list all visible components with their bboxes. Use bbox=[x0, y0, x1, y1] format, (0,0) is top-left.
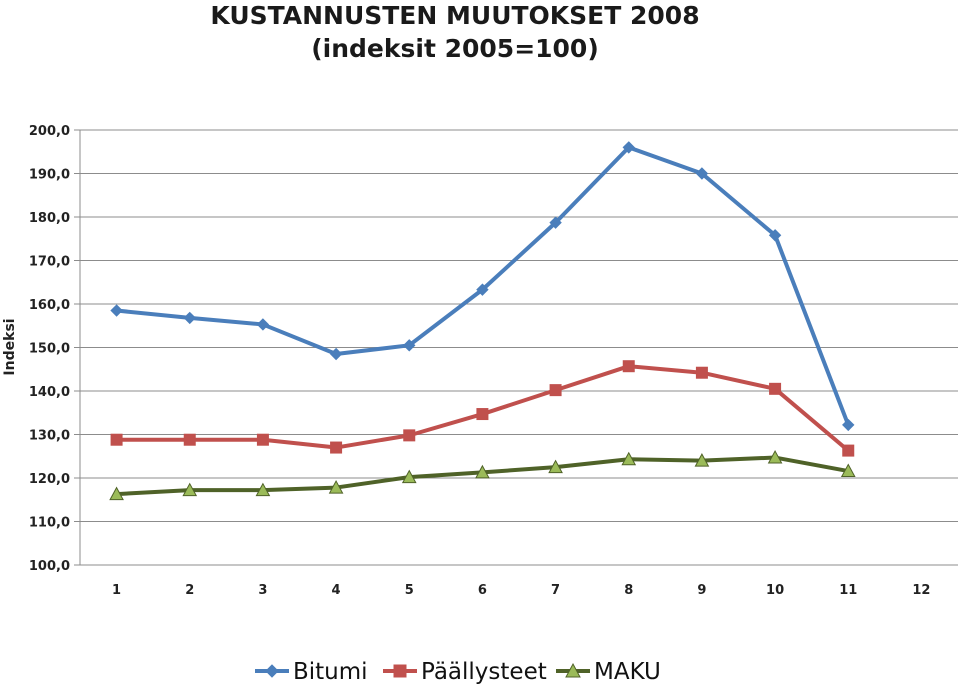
data-point bbox=[768, 229, 782, 242]
data-point bbox=[842, 418, 855, 432]
data-point bbox=[109, 486, 124, 501]
y-tick-label: 190,0 bbox=[29, 168, 70, 183]
data-point bbox=[622, 141, 635, 154]
data-point bbox=[476, 283, 489, 296]
y-axis-label: Indeksi bbox=[2, 318, 18, 375]
legend: Bitumi Päällysteet MAKU bbox=[255, 659, 661, 685]
data-point bbox=[842, 444, 855, 457]
data-point bbox=[695, 366, 708, 379]
data-point bbox=[694, 453, 710, 467]
data-point bbox=[255, 482, 271, 497]
series-1 bbox=[110, 360, 855, 457]
chart-subtitle: (indeksit 2005=100) bbox=[311, 34, 599, 63]
x-tick-label: 8 bbox=[624, 583, 633, 598]
data-point bbox=[476, 408, 489, 421]
data-point bbox=[403, 429, 416, 442]
data-point bbox=[769, 382, 782, 395]
data-point bbox=[328, 480, 344, 494]
y-tick-label: 120,0 bbox=[29, 472, 70, 487]
data-point bbox=[401, 469, 417, 484]
series-2 bbox=[109, 450, 856, 501]
y-tick-label: 140,0 bbox=[29, 385, 70, 400]
x-tick-label: 7 bbox=[551, 583, 560, 598]
y-tick-label: 110,0 bbox=[29, 516, 70, 531]
series-0 bbox=[110, 141, 855, 432]
data-point bbox=[110, 304, 123, 317]
data-point bbox=[182, 482, 198, 497]
x-tick-label: 2 bbox=[185, 583, 194, 598]
legend-label: Bitumi bbox=[293, 659, 368, 685]
data-point bbox=[183, 311, 196, 325]
data-point bbox=[621, 451, 637, 466]
x-tick-label: 10 bbox=[766, 583, 784, 598]
data-point bbox=[329, 347, 343, 361]
data-point bbox=[840, 463, 856, 478]
data-point bbox=[475, 464, 490, 479]
x-tick-labels: 1 2 3 4 5 6 7 8 9 10 11 12 bbox=[112, 583, 930, 598]
legend-marker bbox=[393, 664, 407, 678]
x-tick-label: 9 bbox=[697, 583, 706, 598]
x-tick-label: 3 bbox=[258, 583, 267, 598]
data-point bbox=[403, 339, 416, 352]
data-point bbox=[330, 441, 343, 454]
series-group bbox=[109, 141, 856, 501]
data-point bbox=[695, 167, 709, 180]
x-tick-label: 6 bbox=[478, 583, 487, 598]
y-tick-label: 160,0 bbox=[29, 298, 70, 313]
legend-marker bbox=[565, 662, 581, 678]
data-point bbox=[256, 318, 270, 331]
x-tick-label: 1 bbox=[112, 583, 121, 598]
x-tick-label: 4 bbox=[332, 583, 341, 598]
chart-title: KUSTANNUSTEN MUUTOKSET 2008 bbox=[210, 1, 699, 30]
gridlines bbox=[74, 129, 958, 566]
legend-label: MAKU bbox=[594, 659, 661, 685]
y-tick-label: 180,0 bbox=[29, 211, 70, 226]
data-point bbox=[549, 216, 562, 229]
y-tick-labels: 100,0 110,0 120,0 130,0 140,0 150,0 160,0 170,0… bbox=[29, 124, 70, 574]
data-point bbox=[183, 433, 196, 446]
data-point bbox=[622, 360, 635, 373]
x-tick-label: 12 bbox=[912, 583, 930, 598]
data-point bbox=[110, 433, 123, 446]
data-point bbox=[548, 459, 563, 474]
data-point bbox=[549, 384, 562, 397]
data-point bbox=[256, 433, 269, 446]
x-tick-label: 11 bbox=[839, 583, 857, 598]
legend-marker bbox=[265, 664, 279, 678]
y-tick-label: 170,0 bbox=[29, 255, 70, 270]
y-tick-label: 150,0 bbox=[29, 342, 70, 357]
y-tick-label: 200,0 bbox=[29, 124, 70, 139]
y-tick-label: 100,0 bbox=[29, 559, 70, 574]
data-point bbox=[767, 450, 783, 464]
x-tick-label: 5 bbox=[405, 583, 414, 598]
y-tick-label: 130,0 bbox=[29, 429, 70, 444]
legend-label: Päällysteet bbox=[421, 659, 547, 685]
